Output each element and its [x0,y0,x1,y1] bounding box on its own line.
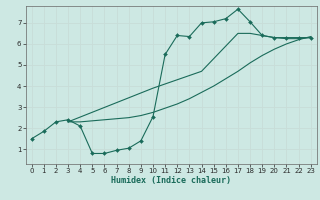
X-axis label: Humidex (Indice chaleur): Humidex (Indice chaleur) [111,176,231,185]
